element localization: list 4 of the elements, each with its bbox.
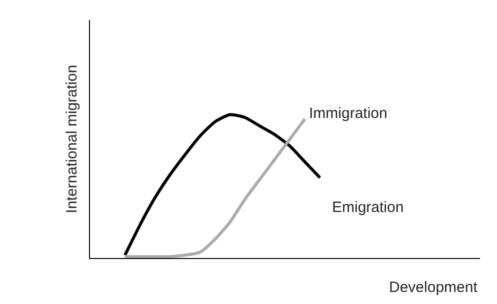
y-axis-title: International migration — [63, 64, 80, 214]
x-axis-title: Development — [389, 279, 478, 296]
series-label: Emigration — [332, 199, 404, 216]
series-label: Immigration — [309, 105, 388, 122]
